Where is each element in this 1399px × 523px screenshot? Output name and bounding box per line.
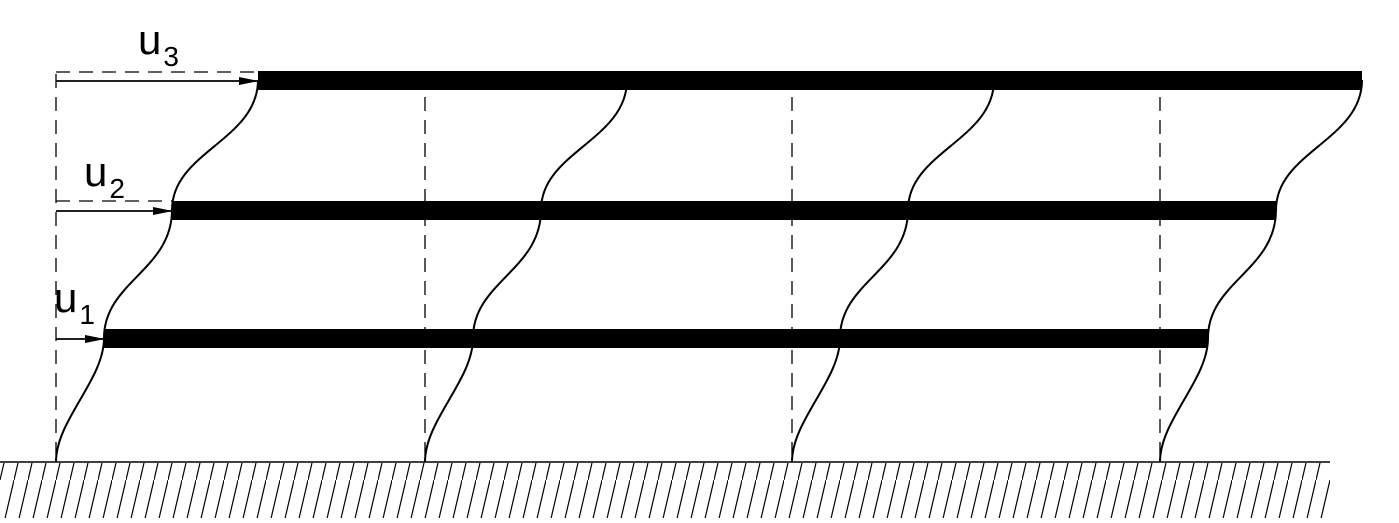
reference-lines bbox=[56, 71, 258, 202]
deformed-column-4 bbox=[1159, 79, 1363, 463]
displacement-arrows bbox=[56, 77, 259, 343]
deformed-column-2 bbox=[424, 79, 628, 463]
floor-beam-level-1 bbox=[104, 329, 1208, 348]
undeformed-columns bbox=[55, 74, 1161, 462]
deformed-columns bbox=[55, 79, 1363, 463]
deformed-column-1 bbox=[55, 79, 259, 463]
floor-beam-level-2 bbox=[172, 201, 1276, 220]
label-u2: u2 bbox=[84, 148, 125, 204]
ground-hatching bbox=[0, 463, 1330, 518]
floor-beams bbox=[104, 71, 1362, 348]
label-u3: u3 bbox=[138, 16, 179, 72]
ground bbox=[0, 461, 1330, 518]
label-u1: u1 bbox=[54, 274, 95, 330]
labels: u3 u2 u1 bbox=[54, 16, 179, 330]
deformed-column-3 bbox=[791, 79, 995, 463]
floor-beam-level-3 bbox=[258, 71, 1362, 90]
